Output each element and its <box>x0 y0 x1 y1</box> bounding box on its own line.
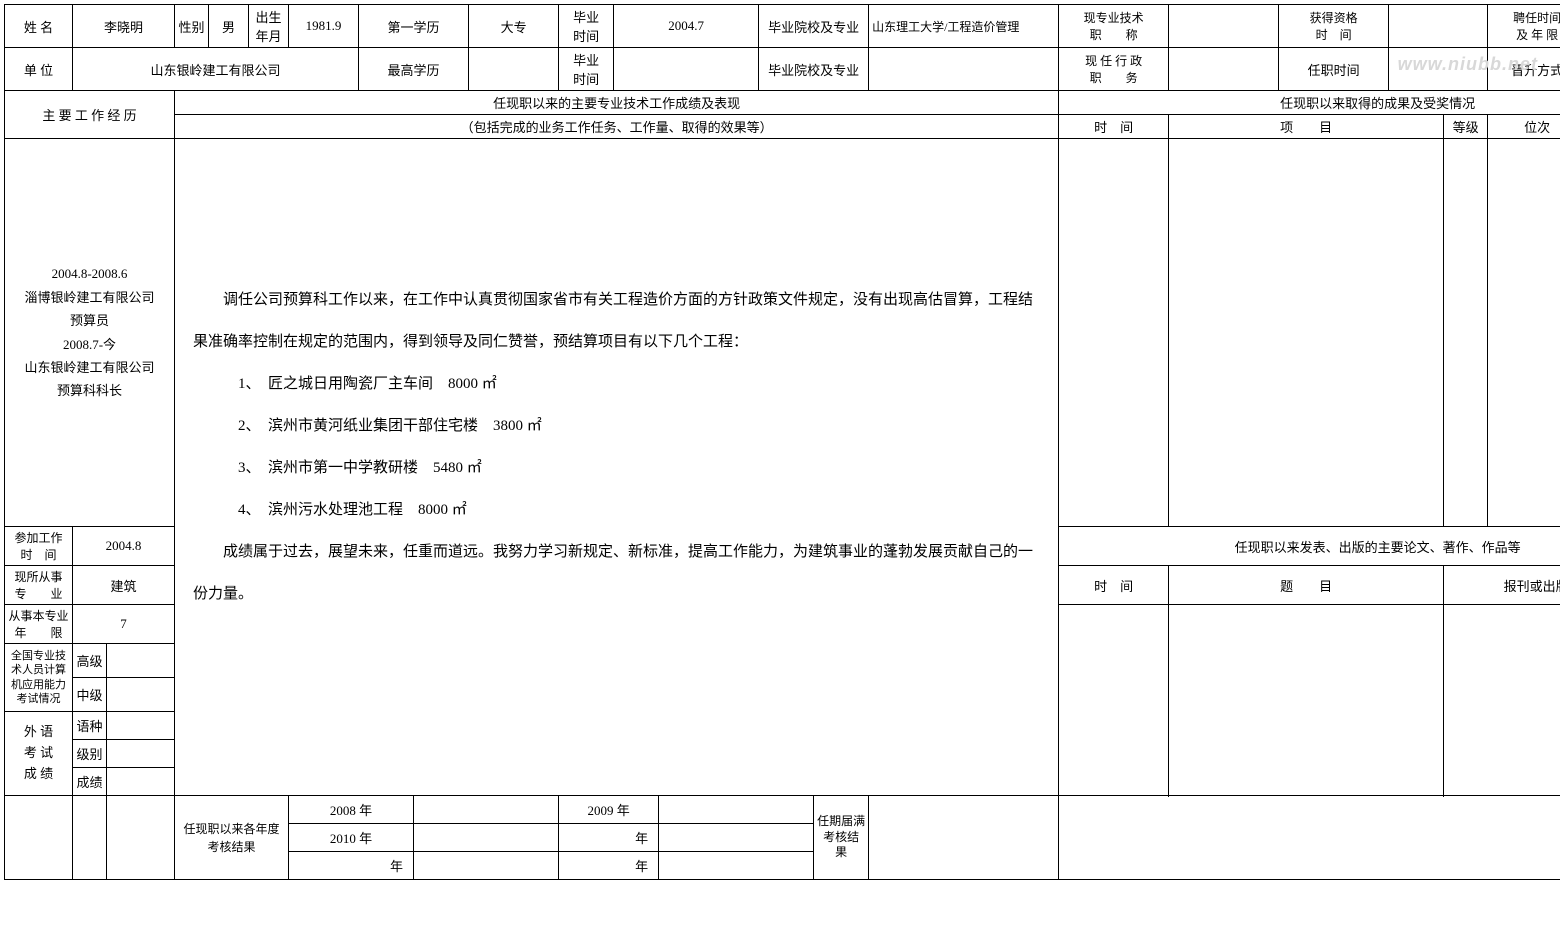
name-value: 李晓明 <box>73 5 175 48</box>
birth-label: 出生 年月 <box>249 5 289 48</box>
pubs-title-cell <box>1169 605 1444 796</box>
blank-col <box>73 796 107 880</box>
term-label: 任期届满考核结 果 <box>814 796 869 880</box>
grad1-school-label: 毕业院校及专业 <box>759 5 869 48</box>
major-label: 现所从事 专 业 <box>5 566 73 605</box>
yblank2-label: 年 <box>289 852 414 880</box>
qual-time-value <box>1389 5 1488 48</box>
annual-label: 任现职以来各年度考核结果 <box>175 796 289 880</box>
y2009-label: 2009 年 <box>559 796 659 824</box>
lang-level-value <box>107 740 175 768</box>
yblank3-label: 年 <box>559 852 659 880</box>
senior-label: 高级 <box>73 644 107 678</box>
grad2-school-label: 毕业院校及专业 <box>759 48 869 91</box>
lang-score-label: 成绩 <box>73 768 107 796</box>
achieve-header-2: （包括完成的业务工作任务、工作量、取得的效果等） <box>175 115 1059 139</box>
yblank-label: 年 <box>559 824 659 852</box>
awards-rank-cell <box>1488 139 1560 527</box>
awards-time-hdr: 时 间 <box>1059 115 1169 139</box>
tenure-value <box>1389 48 1488 91</box>
lang-label: 外 语 考 试 成 绩 <box>5 712 73 796</box>
lang-level-label: 级别 <box>73 740 107 768</box>
pubs-title-hdr: 题 目 <box>1169 566 1444 605</box>
pubs-press-hdr: 报刊或出版社 <box>1444 566 1560 605</box>
edu2-value <box>469 48 559 91</box>
mid-value <box>107 678 175 712</box>
sex-value: 男 <box>209 5 249 48</box>
work-hist-header: 主 要 工 作 经 历 <box>5 91 175 139</box>
major-value: 建筑 <box>73 566 175 605</box>
cur-admin-label: 现 任 行 政 职 务 <box>1059 48 1169 91</box>
awards-grade-hdr: 等级 <box>1444 115 1488 139</box>
lang-type-value <box>107 712 175 740</box>
awards-rank-hdr: 位次 <box>1488 115 1560 139</box>
awards-grade-cell <box>1444 139 1488 527</box>
edu2-label: 最高学历 <box>359 48 469 91</box>
grad1-school-value: 山东理工大学/工程造价管理 <box>869 5 1059 48</box>
join-label: 参加工作 时 间 <box>5 527 73 566</box>
narrative-item-3: 3、 滨州市第一中学教研楼 5480 ㎡ <box>193 447 1040 489</box>
mid-label: 中级 <box>73 678 107 712</box>
birth-value: 1981.9 <box>289 5 359 48</box>
awards-time-cell <box>1059 139 1169 527</box>
yblank-value <box>659 824 814 852</box>
lang-label-dup <box>5 796 73 880</box>
pubs-time-cell <box>1059 605 1169 796</box>
pubs-continue <box>1059 796 1560 880</box>
yblank2-value <box>414 852 559 880</box>
form-table: 姓 名 李晓明 性别 男 出生 年月 1981.9 第一学历 大专 毕业 时间 … <box>4 4 1560 880</box>
lang-score-value <box>107 768 175 796</box>
sex-label: 性别 <box>175 5 209 48</box>
lang-type-label: 语种 <box>73 712 107 740</box>
years-value: 7 <box>73 605 175 644</box>
yblank3-value <box>659 852 814 880</box>
pubs-header: 任现职以来发表、出版的主要论文、著作、作品等 <box>1059 527 1560 566</box>
y2008-value <box>414 796 559 824</box>
edu1-value: 大专 <box>469 5 559 48</box>
senior-value <box>107 644 175 678</box>
promo-label: 晋升方式 <box>1488 48 1560 91</box>
years-label: 从事本专业 年 限 <box>5 605 73 644</box>
name-label: 姓 名 <box>5 5 73 48</box>
exam-label: 全国专业技术人员计算机应用能力考试情况 <box>5 644 73 712</box>
narrative-item-2: 2、 滨州市黄河纸业集团干部住宅楼 3800 ㎡ <box>193 405 1040 447</box>
cur-title-label: 现专业技术 职 称 <box>1059 5 1169 48</box>
grad2-time-value <box>614 48 759 91</box>
edu1-label: 第一学历 <box>359 5 469 48</box>
narrative-p2: 成绩属于过去，展望未来，任重而道远。我努力学习新规定、新标准，提高工作能力，为建… <box>193 531 1040 615</box>
narrative-cell: 调任公司预算科工作以来，在工作中认真贯彻国家省市有关工程造价方面的方针政策文件规… <box>175 139 1059 796</box>
awards-project-hdr: 项 目 <box>1169 115 1444 139</box>
y2010-value <box>414 824 559 852</box>
awards-header: 任现职以来取得的成果及受奖情况 <box>1059 91 1560 115</box>
achieve-header-1: 任现职以来的主要专业技术工作成绩及表现 <box>175 91 1059 115</box>
pubs-press-cell <box>1444 605 1560 796</box>
tenure-label: 任职时间 <box>1279 48 1389 91</box>
grad2-time-label: 毕业 时间 <box>559 48 614 91</box>
qual-time-label: 获得资格 时 间 <box>1279 5 1389 48</box>
blank-col2 <box>107 796 175 880</box>
awards-project-cell <box>1169 139 1444 527</box>
cur-title-value <box>1169 5 1279 48</box>
narrative-item-4: 4、 滨州污水处理池工程 8000 ㎡ <box>193 489 1040 531</box>
term-value <box>869 796 1059 880</box>
narrative-item-1: 1、 匠之城日用陶瓷厂主车间 8000 ㎡ <box>193 363 1040 405</box>
unit-label: 单 位 <box>5 48 73 91</box>
cur-admin-value <box>1169 48 1279 91</box>
grad1-time-value: 2004.7 <box>614 5 759 48</box>
pubs-time-hdr: 时 间 <box>1059 566 1169 605</box>
narrative-p1: 调任公司预算科工作以来，在工作中认真贯彻国家省市有关工程造价方面的方针政策文件规… <box>193 279 1040 363</box>
y2008-label: 2008 年 <box>289 796 414 824</box>
join-value: 2004.8 <box>73 527 175 566</box>
grad2-school-value <box>869 48 1059 91</box>
work-history: 2004.8-2008.6 淄博银岭建工有限公司 预算员 2008.7-今 山东… <box>5 139 175 527</box>
unit-value: 山东银岭建工有限公司 <box>73 48 359 91</box>
grad1-time-label: 毕业 时间 <box>559 5 614 48</box>
y2009-value <box>659 796 814 824</box>
hire-time-label: 聘任时间 及 年 限 <box>1488 5 1560 48</box>
y2010-label: 2010 年 <box>289 824 414 852</box>
